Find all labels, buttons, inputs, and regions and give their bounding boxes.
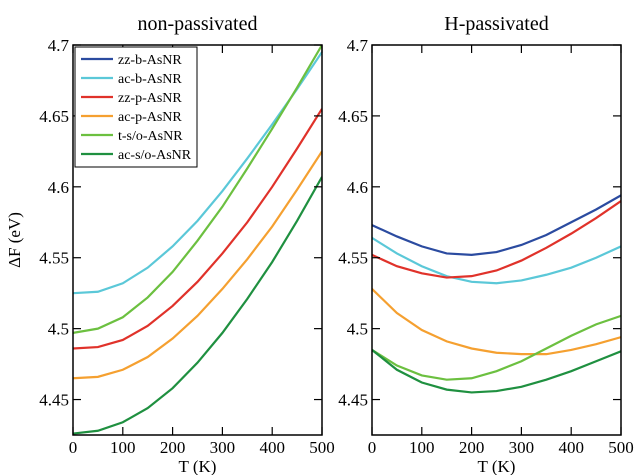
x-tick-label: 100 xyxy=(110,438,136,457)
y-tick-label: 4.5 xyxy=(347,320,368,339)
series-line xyxy=(372,194,621,256)
x-tick-label: 400 xyxy=(259,438,285,457)
series-line xyxy=(372,349,621,394)
plot-area xyxy=(372,194,621,394)
x-tick-label: 400 xyxy=(558,438,584,457)
x-tick-label: 500 xyxy=(309,438,335,457)
x-axis-label: T (K) xyxy=(179,457,217,475)
x-tick-label: 0 xyxy=(368,438,377,457)
y-tick-label: 4.55 xyxy=(338,249,368,268)
y-tick-label: 4.45 xyxy=(338,391,368,410)
y-tick-label: 4.7 xyxy=(347,36,369,55)
series-line xyxy=(372,236,621,285)
series-line xyxy=(372,200,621,279)
y-tick-label: 4.7 xyxy=(48,36,70,55)
legend-box xyxy=(74,46,198,168)
y-axis-label: ΔF (eV) xyxy=(5,212,24,268)
plot-area xyxy=(73,45,322,435)
legend-label: zz-p-AsNR xyxy=(118,91,182,106)
series-line xyxy=(73,51,322,295)
series-line xyxy=(372,314,621,381)
x-tick-label: 300 xyxy=(210,438,236,457)
series-line xyxy=(73,45,322,334)
x-tick-label: 200 xyxy=(160,438,186,457)
x-tick-label: 100 xyxy=(409,438,435,457)
y-tick-label: 4.65 xyxy=(39,107,69,126)
legend-label: ac-s/o-AsNR xyxy=(118,148,192,163)
chart-title: H-passivated xyxy=(444,13,548,35)
legend-label: ac-b-AsNR xyxy=(118,72,182,87)
x-axis-label: T (K) xyxy=(478,457,516,475)
legend-label: zz-b-AsNR xyxy=(118,53,182,68)
x-tick-label: 200 xyxy=(459,438,485,457)
series-line xyxy=(372,288,621,356)
x-tick-label: 0 xyxy=(69,438,78,457)
y-tick-label: 4.65 xyxy=(338,107,368,126)
x-tick-label: 300 xyxy=(509,438,535,457)
axes-frame xyxy=(72,44,323,436)
axes-frame xyxy=(371,44,622,436)
y-tick-label: 4.55 xyxy=(39,249,69,268)
legend-label: ac-p-AsNR xyxy=(118,110,182,125)
x-tick-label: 500 xyxy=(608,438,634,457)
y-tick-label: 4.6 xyxy=(48,178,69,197)
series-line xyxy=(73,150,322,380)
series-line xyxy=(73,108,322,350)
y-tick-label: 4.5 xyxy=(48,320,69,339)
chart-title: non-passivated xyxy=(138,13,258,35)
series-line xyxy=(73,176,322,435)
legend-label: t-s/o-AsNR xyxy=(118,129,183,144)
y-tick-label: 4.6 xyxy=(347,178,368,197)
y-tick-label: 4.45 xyxy=(39,391,69,410)
